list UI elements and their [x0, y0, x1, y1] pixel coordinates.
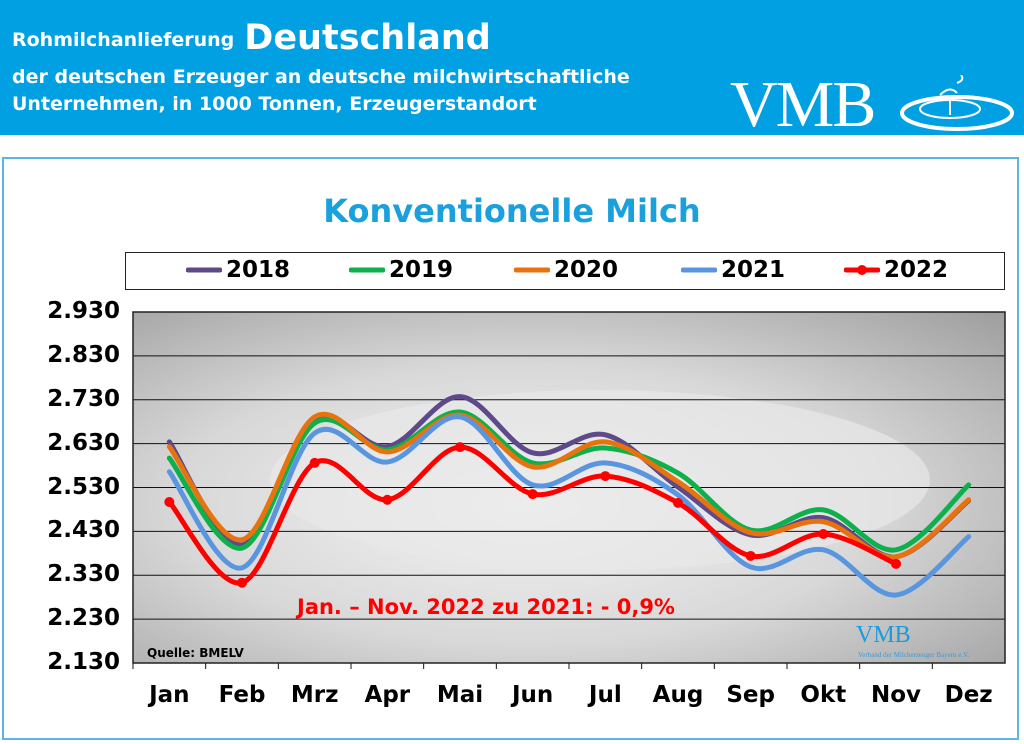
legend-item-2022: 2022	[844, 257, 948, 283]
data-point-2022	[527, 489, 538, 500]
header-title-country: Deutschland	[244, 18, 491, 58]
x-tick-label: Nov	[870, 682, 922, 708]
y-tick-label: 2.830	[47, 341, 120, 368]
x-tick-label: Sep	[726, 682, 775, 708]
y-tick-label: 2.630	[47, 429, 120, 456]
vmb-watermark-subtitle: Verband der Milcherzeuger Bayern e.V.	[858, 651, 970, 659]
legend-swatch	[844, 265, 880, 275]
legend-label: 2021	[721, 257, 786, 283]
legend-swatch	[186, 267, 222, 273]
data-point-2022	[455, 442, 465, 453]
milk-splash-logo-icon	[900, 75, 1014, 131]
x-tick-label: Mai	[436, 682, 484, 708]
legend-swatch	[514, 267, 550, 273]
header-title: Rohmilchanlieferung Deutschland	[12, 18, 491, 58]
header-banner: Rohmilchanlieferung Deutschland der deuts…	[0, 0, 1024, 141]
data-point-2022	[309, 457, 320, 468]
series-line-2022	[166, 444, 899, 586]
legend-label: 2020	[554, 257, 619, 283]
x-tick-label: Jun	[512, 682, 554, 708]
data-point-2022	[818, 529, 829, 540]
y-tick-label: 2.130	[47, 649, 120, 675]
x-tick-label: Jul	[588, 682, 622, 708]
x-tick-label: Feb	[218, 682, 266, 708]
legend-label: 2022	[884, 257, 949, 283]
legend-item-2020: 2020	[514, 257, 618, 283]
data-point-2022	[164, 496, 175, 507]
data-point-2022	[382, 494, 393, 505]
chart-title: Konventionelle Milch	[323, 192, 701, 230]
legend-swatch	[349, 267, 385, 273]
y-tick-label: 2.730	[47, 385, 120, 412]
x-tick-label: Jan	[149, 682, 190, 708]
data-point-2022	[673, 497, 683, 508]
legend-swatch	[681, 267, 717, 273]
legend-item-2018: 2018	[186, 257, 290, 283]
y-tick-label: 2.330	[47, 561, 120, 588]
legend-item-2019: 2019	[349, 257, 453, 283]
x-tick-label: Okt	[800, 682, 847, 708]
chart-frame	[2, 157, 1019, 740]
chart-legend: 2018 2019 2020 2021 2022	[125, 252, 1005, 290]
y-tick-label: 2.230	[47, 605, 120, 632]
milk-splash-image	[270, 390, 930, 570]
x-tick-label: Apr	[364, 682, 411, 708]
data-point-2022	[745, 550, 756, 561]
x-tick-label: Aug	[652, 682, 704, 708]
legend-label: 2019	[389, 257, 454, 283]
legend-label: 2018	[226, 257, 291, 283]
x-tick-label: Mrz	[290, 682, 339, 708]
series-line-2020	[166, 411, 972, 560]
vmb-logo: VMB	[730, 68, 876, 141]
header-subtitle-line1: der deutschen Erzeuger an deutsche milch…	[12, 66, 630, 88]
y-tick-label: 2.430	[47, 517, 120, 544]
x-tick-label: Dez	[944, 682, 993, 708]
source-label: Quelle: BMELV	[147, 646, 244, 660]
change-annotation: Jan. – Nov. 2022 zu 2021: - 0,9%	[297, 595, 675, 619]
header-subtitle-line2: Unternehmen, in 1000 Tonnen, Erzeugersta…	[12, 93, 537, 115]
series-line-2021	[166, 414, 972, 598]
y-tick-label: 2.930	[47, 298, 120, 324]
data-point-2022	[237, 577, 247, 588]
y-tick-label: 2.530	[47, 473, 120, 500]
header-title-prefix: Rohmilchanlieferung	[12, 29, 235, 51]
legend-item-2021: 2021	[681, 257, 785, 283]
data-point-2022	[600, 471, 611, 482]
header-subtitle: der deutschen Erzeuger an deutsche milch…	[12, 64, 630, 118]
vmb-watermark: VMB	[856, 622, 911, 648]
data-point-2022	[891, 558, 901, 569]
